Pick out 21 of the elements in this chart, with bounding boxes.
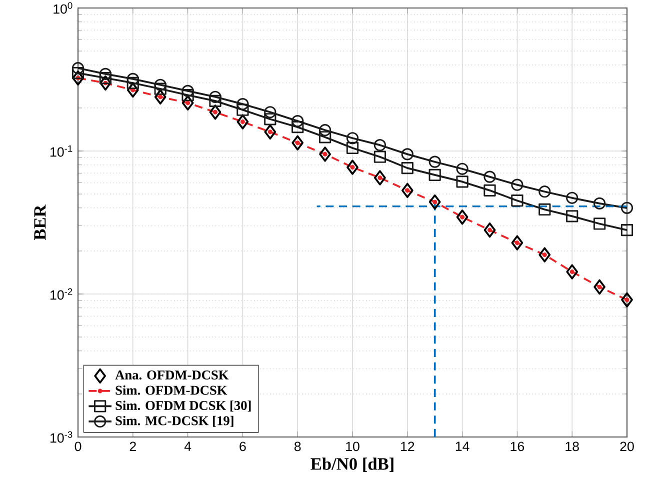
x-tick-label: 14 <box>456 442 470 451</box>
x-tick-label: 6 <box>240 442 246 452</box>
y-axis-title: BER <box>34 204 46 240</box>
x-tick-label: 10 <box>346 442 360 452</box>
legend-label: Sim. OFDM DCSK [30] <box>116 400 251 412</box>
x-tick-label: 2 <box>130 442 136 452</box>
x-tick-label: 16 <box>510 442 524 452</box>
x-axis-title: Eb/N0 [dB] <box>310 458 394 472</box>
x-tick-label: 8 <box>294 442 301 452</box>
legend-label: Sim. OFDM-DCSK <box>116 385 228 395</box>
x-tick-label: 18 <box>566 442 579 452</box>
y-tick-label: 10$^{0}$ <box>54 2 72 14</box>
y-tick-label: 10$^{-3}$ <box>50 431 72 443</box>
x-tick-label: 12 <box>401 442 414 452</box>
legend-label: Ana. OFDM-DCSK <box>115 370 229 380</box>
y-tick-label: 10$^{-2}$ <box>50 288 72 300</box>
x-tick-label: 0 <box>74 442 82 452</box>
legend-label: Sim. MC-DCSK [19] <box>116 416 234 427</box>
x-tick-label: 20 <box>620 442 634 452</box>
y-tick-label: 10$^{-1}$ <box>50 145 72 157</box>
x-tick-label: 4 <box>184 442 192 451</box>
